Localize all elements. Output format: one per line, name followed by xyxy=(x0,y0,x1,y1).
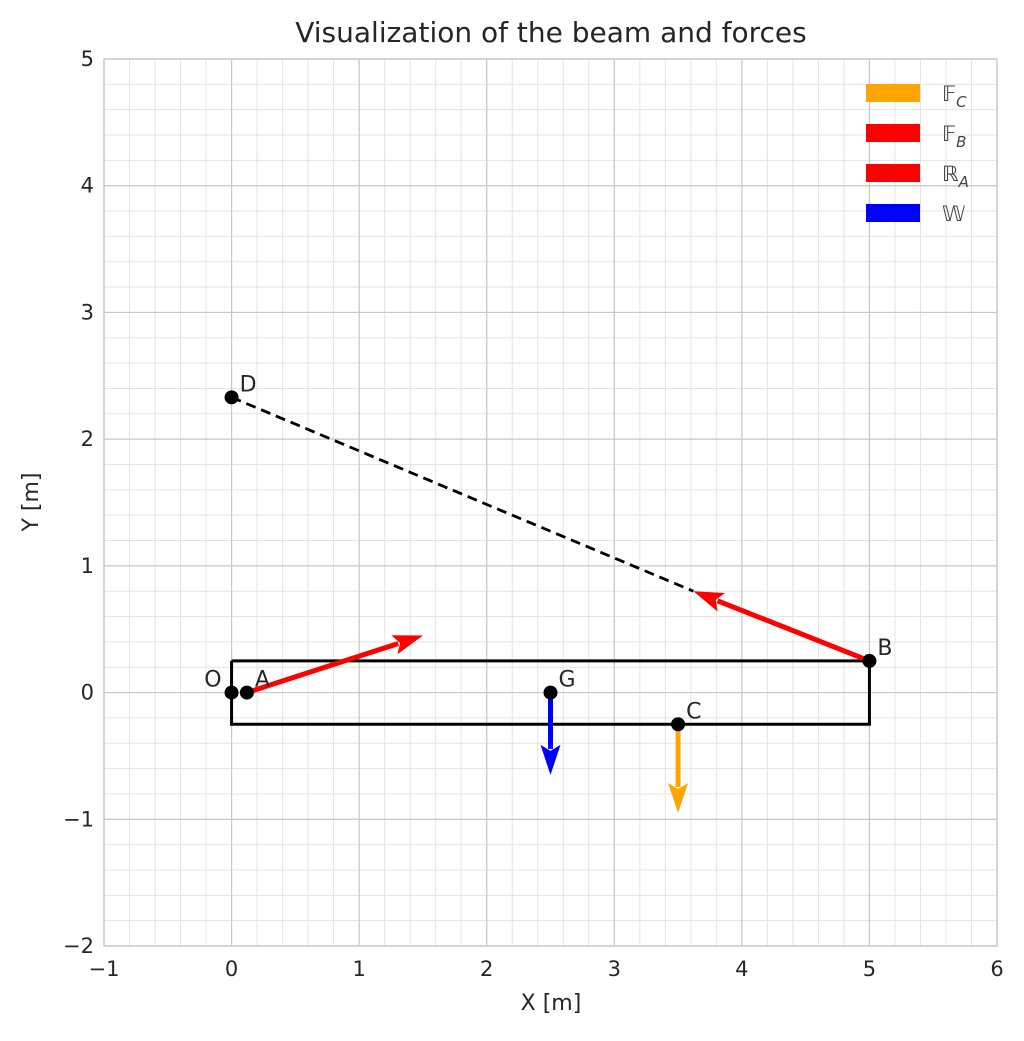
point-label-g: G xyxy=(559,668,576,693)
point-label-d: D xyxy=(240,372,257,397)
points: O A G C B D xyxy=(204,372,893,732)
x-tick-label: 0 xyxy=(225,957,238,981)
point-a xyxy=(239,685,254,700)
y-tick-label: −1 xyxy=(63,807,94,831)
legend-swatch xyxy=(866,124,920,142)
y-tick-label: 3 xyxy=(81,300,94,324)
beam-outline xyxy=(230,659,871,726)
x-tick-label: −1 xyxy=(89,957,120,981)
arrow-head xyxy=(693,591,725,612)
point-label-b: B xyxy=(877,636,892,661)
x-tick-label: 5 xyxy=(863,957,876,981)
legend-entry: 𝔽B xyxy=(942,122,966,151)
arrow-shaft xyxy=(246,641,399,695)
arrow-head xyxy=(391,635,423,655)
legend-entry: 𝔽C xyxy=(942,82,967,111)
legend-entry: 𝕎 xyxy=(942,202,965,226)
y-tick-label: 2 xyxy=(81,427,94,451)
force-arrow-r-a xyxy=(246,635,423,695)
point-label-a: A xyxy=(255,668,270,693)
x-tick-label: 2 xyxy=(480,957,493,981)
y-tick-label: 0 xyxy=(81,681,94,705)
point-label-o: O xyxy=(204,668,221,693)
x-tick-label: 6 xyxy=(990,957,1003,981)
legend-swatch xyxy=(866,84,920,102)
legend-swatch xyxy=(866,204,920,222)
cable-line xyxy=(231,396,694,593)
y-tick-label: 4 xyxy=(81,174,94,198)
legend-swatch xyxy=(866,164,920,182)
force-arrow-w xyxy=(540,692,561,775)
arrow-head xyxy=(668,782,689,813)
force-arrows xyxy=(246,591,871,813)
y-tick-label: 1 xyxy=(81,554,94,578)
point-c xyxy=(671,717,686,732)
legend: 𝔽C 𝔽B ℝA 𝕎 xyxy=(866,82,969,226)
point-d xyxy=(224,390,239,405)
y-tick-label: −2 xyxy=(63,934,94,958)
beam-rectangle xyxy=(230,659,871,726)
plot-frame xyxy=(103,58,998,947)
chart-title: Visualization of the beam and forces xyxy=(295,16,807,49)
x-tick-label: 4 xyxy=(735,957,748,981)
arrow-head xyxy=(540,744,561,775)
y-tick-label: 5 xyxy=(81,47,94,71)
point-o xyxy=(224,685,239,700)
point-b xyxy=(862,653,877,668)
force-arrow-f-b xyxy=(693,591,871,664)
y-axis-label: Y [m] xyxy=(19,472,44,532)
cable-dashed-line xyxy=(231,396,694,593)
y-tick-labels: −2 −1 0 1 2 3 4 5 xyxy=(63,47,94,958)
x-tick-label: 1 xyxy=(352,957,365,981)
legend-entry: ℝA xyxy=(942,162,969,191)
x-axis-label: X [m] xyxy=(521,991,582,1016)
x-tick-labels: −1 0 1 2 3 4 5 6 xyxy=(89,957,1004,981)
point-g xyxy=(543,685,558,700)
x-tick-label: 3 xyxy=(608,957,621,981)
arrow-shaft xyxy=(716,598,871,664)
point-label-c: C xyxy=(686,699,701,724)
force-arrow-f-c xyxy=(668,724,689,813)
